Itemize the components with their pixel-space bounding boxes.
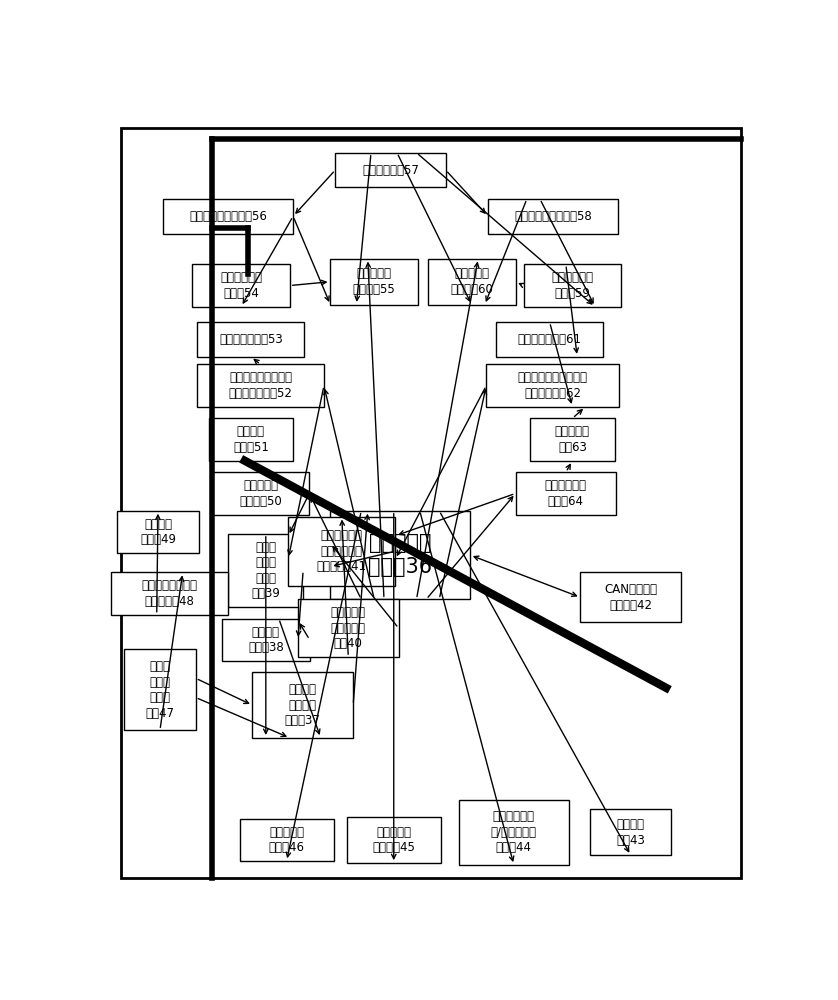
Bar bbox=[117, 511, 199, 553]
Text: 主板用
模拟电
源滤波
电路39: 主板用 模拟电 源滤波 电路39 bbox=[251, 541, 280, 600]
Text: 电导一测量与交流转
直流及隔离电路52: 电导一测量与交流转 直流及隔离电路52 bbox=[229, 371, 292, 400]
Text: CAN总线隔离
驱动电路42: CAN总线隔离 驱动电路42 bbox=[604, 583, 657, 612]
Bar bbox=[288, 517, 396, 586]
Bar bbox=[458, 800, 569, 865]
Text: 电导二测量与交流转直
流及隔离电路62: 电导二测量与交流转直 流及隔离电路62 bbox=[518, 371, 588, 400]
Bar bbox=[496, 322, 603, 357]
Text: 温度一检
测接口51: 温度一检 测接口51 bbox=[233, 425, 269, 454]
Text: 信号切换开关
及模拟信号限
幅保护电路41: 信号切换开关 及模拟信号限 幅保护电路41 bbox=[317, 529, 367, 573]
Text: 恒流信号一驱
动电路54: 恒流信号一驱 动电路54 bbox=[220, 271, 262, 300]
Bar bbox=[335, 153, 446, 187]
Bar bbox=[197, 322, 304, 357]
Bar bbox=[530, 418, 614, 461]
Text: 恒流信号二驱
动电路59: 恒流信号二驱 动电路59 bbox=[551, 271, 593, 300]
Text: 液晶触摸屏输
入/输出通讯接
口电路44: 液晶触摸屏输 入/输出通讯接 口电路44 bbox=[491, 810, 537, 854]
Bar bbox=[590, 809, 671, 855]
Text: 主板用数
字电源滤
波电路37: 主板用数 字电源滤 波电路37 bbox=[285, 683, 321, 727]
Bar bbox=[163, 199, 293, 234]
Bar bbox=[330, 259, 418, 305]
Bar bbox=[515, 472, 616, 515]
Text: 电导用隔离模拟电
源滤波电路48: 电导用隔离模拟电 源滤波电路48 bbox=[142, 579, 198, 608]
Text: 第一在片系
统电路36: 第一在片系 统电路36 bbox=[368, 533, 432, 577]
Bar bbox=[209, 418, 293, 461]
Bar bbox=[488, 199, 618, 234]
Text: 内部操作
电路43: 内部操作 电路43 bbox=[617, 818, 645, 846]
Text: 电导一跳档
变送电路55: 电导一跳档 变送电路55 bbox=[353, 267, 396, 296]
Text: 显示板通讯
接口电路45: 显示板通讯 接口电路45 bbox=[372, 826, 415, 854]
Bar bbox=[193, 264, 290, 307]
Bar bbox=[111, 572, 228, 615]
Bar bbox=[197, 364, 324, 407]
Bar bbox=[524, 264, 621, 307]
Bar bbox=[298, 599, 399, 657]
Bar bbox=[212, 472, 309, 515]
Bar bbox=[229, 534, 303, 607]
Bar bbox=[347, 817, 441, 863]
Text: 安规电容
一电路38: 安规电容 一电路38 bbox=[248, 626, 284, 654]
Text: 电导二跳档
变送电路60: 电导二跳档 变送电路60 bbox=[450, 267, 493, 296]
Text: 安规电容
二电路49: 安规电容 二电路49 bbox=[140, 518, 176, 546]
Text: 电导一检测接口53: 电导一检测接口53 bbox=[219, 333, 282, 346]
Bar bbox=[222, 619, 310, 661]
Text: 精密电源电路57: 精密电源电路57 bbox=[362, 164, 419, 177]
Text: 温度一变送
隔离电路50: 温度一变送 隔离电路50 bbox=[239, 479, 282, 508]
Bar bbox=[486, 364, 619, 407]
Bar bbox=[581, 572, 681, 622]
Text: 激励信号一发生电路56: 激励信号一发生电路56 bbox=[189, 210, 267, 223]
Bar bbox=[124, 649, 196, 730]
Bar bbox=[240, 819, 334, 861]
Bar bbox=[252, 672, 353, 738]
Text: 在片系统用
电源及复位
电路40: 在片系统用 电源及复位 电路40 bbox=[331, 606, 366, 650]
Text: 温度二变送隔
离电路64: 温度二变送隔 离电路64 bbox=[545, 479, 587, 508]
Text: 开关输出控
制电路46: 开关输出控 制电路46 bbox=[269, 826, 304, 854]
Text: 电导二检测接口61: 电导二检测接口61 bbox=[518, 333, 582, 346]
Bar bbox=[330, 511, 470, 599]
Text: 温度二检测
接口63: 温度二检测 接口63 bbox=[555, 425, 590, 454]
Text: 激励信号二发生电路58: 激励信号二发生电路58 bbox=[514, 210, 592, 223]
Bar bbox=[428, 259, 515, 305]
Text: 电源及
计量泵
驱动板
接口47: 电源及 计量泵 驱动板 接口47 bbox=[146, 660, 174, 720]
